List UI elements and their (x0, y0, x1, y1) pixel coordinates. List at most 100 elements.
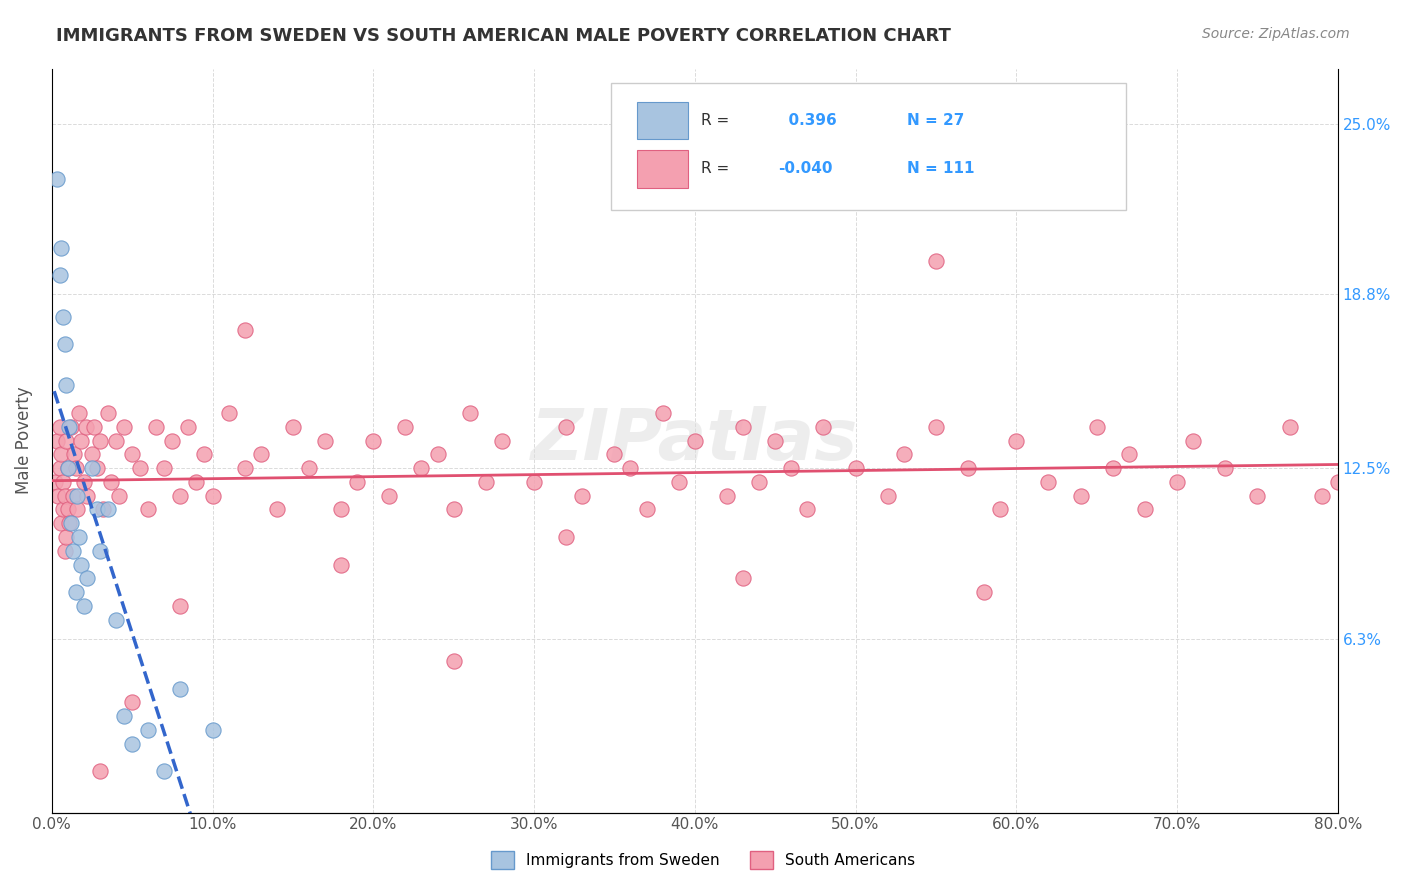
Point (780, 461, 803, 475)
Point (330, 558, 353, 572)
Point (46, 489, 69, 503)
Point (266, 502, 288, 516)
Point (136, 723, 159, 737)
Point (56, 461, 79, 475)
Point (233, 461, 256, 475)
Point (233, 323, 256, 337)
Point (603, 447, 626, 461)
Point (89, 764, 111, 779)
Point (153, 764, 176, 779)
Point (426, 447, 449, 461)
Point (145, 419, 167, 434)
Point (378, 489, 401, 503)
Point (443, 502, 465, 516)
Point (314, 434, 336, 448)
Point (129, 461, 152, 475)
Point (86, 502, 108, 516)
Point (1085, 419, 1108, 434)
Point (73, 475, 96, 489)
Point (52, 475, 75, 489)
Legend: Immigrants from Sweden, South Americans: Immigrants from Sweden, South Americans (485, 845, 921, 875)
Point (73, 599, 96, 613)
Point (1278, 419, 1301, 434)
Point (763, 434, 786, 448)
Point (925, 254, 948, 268)
Point (330, 502, 353, 516)
Text: 0.396: 0.396 (779, 113, 837, 128)
Point (65, 585, 87, 599)
Point (1133, 502, 1156, 516)
Point (51, 241, 73, 255)
Point (60, 516, 83, 531)
Point (97, 502, 120, 516)
Point (153, 461, 176, 475)
Point (69, 434, 91, 448)
Point (1246, 489, 1268, 503)
Point (844, 461, 866, 475)
Point (58, 419, 80, 434)
Point (162, 434, 184, 448)
Point (1118, 447, 1140, 461)
Point (112, 419, 135, 434)
Point (177, 419, 200, 434)
Point (76, 489, 98, 503)
Point (52, 502, 75, 516)
Point (1213, 461, 1236, 475)
Point (63, 447, 86, 461)
Point (56, 461, 79, 475)
Point (1166, 475, 1188, 489)
Point (169, 681, 191, 696)
Point (361, 434, 384, 448)
Point (169, 599, 191, 613)
Text: R =: R = (702, 161, 730, 177)
Point (411, 461, 433, 475)
Point (67, 406, 90, 420)
Point (45, 434, 67, 448)
Point (121, 737, 143, 751)
Point (121, 447, 143, 461)
Bar (637, 151, 689, 187)
Point (555, 530, 578, 544)
Point (105, 613, 128, 627)
Point (75, 419, 97, 434)
Point (53, 543, 76, 558)
Point (249, 447, 271, 461)
Point (636, 502, 658, 516)
Point (65, 461, 87, 475)
Point (100, 475, 122, 489)
Point (281, 419, 304, 434)
Point (346, 475, 368, 489)
FancyBboxPatch shape (612, 83, 1126, 210)
Point (1038, 475, 1060, 489)
Point (53, 489, 76, 503)
Point (957, 461, 980, 475)
Point (80, 447, 103, 461)
Point (893, 447, 915, 461)
Point (83, 419, 105, 434)
Point (683, 434, 706, 448)
Point (69, 558, 91, 572)
Point (58, 516, 80, 531)
Point (394, 419, 416, 434)
Point (716, 489, 738, 503)
Point (796, 502, 818, 516)
Point (555, 419, 578, 434)
Point (51, 447, 73, 461)
Point (491, 434, 513, 448)
Point (49, 419, 72, 434)
Point (105, 434, 128, 448)
Point (60, 419, 83, 434)
Point (813, 419, 835, 434)
Point (89, 543, 111, 558)
Point (45, 171, 67, 186)
Point (668, 475, 690, 489)
Point (925, 419, 948, 434)
Point (458, 406, 481, 420)
Point (80, 461, 103, 475)
Point (1310, 489, 1333, 503)
Point (55, 434, 77, 448)
Text: Source: ZipAtlas.com: Source: ZipAtlas.com (1202, 27, 1350, 41)
Point (89, 434, 111, 448)
Point (44, 475, 66, 489)
Text: ZIPatlas: ZIPatlas (531, 406, 859, 475)
